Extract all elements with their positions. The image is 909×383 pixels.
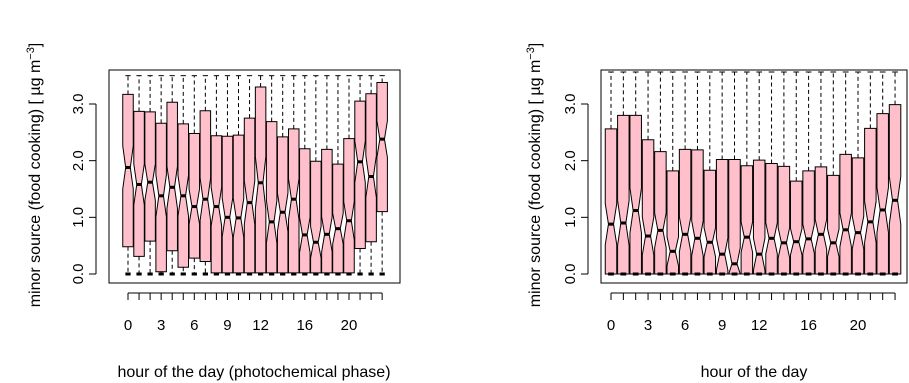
right-box-17	[814, 166, 828, 275]
left-box-21	[354, 100, 366, 249]
right-x-tick-label-0: 0	[607, 317, 615, 334]
left-x-tick-label-4: 12	[252, 317, 269, 334]
left-boxplot-panel: 0.0 1.0 2.0 3.0 0 3 6 9 12 16 20 hour of the day …	[25, 43, 401, 381]
left-x-axis-label: hour of the day (photochemical phase)	[117, 364, 390, 381]
left-y-tick-label-2: 2.0	[70, 150, 87, 171]
right-box-6	[678, 148, 692, 275]
left-x-tick-label-3: 9	[223, 317, 231, 334]
right-box-10	[728, 159, 741, 275]
right-y-tick-label-3: 3.0	[562, 94, 579, 115]
left-x-tick-label-5: 16	[296, 317, 313, 334]
left-box-8	[210, 135, 223, 274]
left-x-tick-label-1: 3	[157, 317, 165, 334]
right-box-0	[604, 128, 618, 275]
left-box-10	[232, 134, 245, 274]
left-box-7	[199, 110, 212, 263]
left-y-axis-label: minor source (food cooking) [ µg m−3]	[25, 43, 44, 308]
right-box-21	[864, 127, 877, 275]
right-x-tick-label-2: 6	[681, 317, 689, 334]
left-box-19	[332, 163, 344, 274]
left-box-13	[265, 121, 278, 274]
left-y-tick-label-1: 1.0	[70, 207, 87, 228]
right-box-14	[777, 165, 791, 275]
left-x-tick-label-6: 20	[341, 317, 358, 334]
right-box-20	[851, 157, 865, 275]
right-box-18	[827, 174, 840, 275]
left-box-6	[188, 132, 201, 259]
left-box-2	[144, 111, 156, 242]
left-box-22	[365, 93, 377, 243]
right-box-7	[691, 149, 704, 275]
right-x-axis-label: hour of the day	[701, 364, 808, 381]
right-y-tick-label-2: 2.0	[562, 150, 579, 171]
right-box-4	[654, 151, 667, 275]
right-boxes	[604, 71, 902, 276]
left-plot-frame	[108, 69, 401, 284]
left-boxes	[122, 75, 388, 276]
left-box-12	[254, 86, 267, 274]
left-x-tick-label-0: 0	[124, 317, 132, 334]
left-box-14	[276, 136, 289, 274]
right-y-axis-label: minor source (food cooking) [ µg m−3]	[525, 43, 544, 308]
left-y-ticks: 0.0 1.0 2.0 3.0	[70, 94, 96, 285]
right-box-5	[666, 170, 679, 275]
left-box-3	[155, 122, 167, 273]
left-box-15	[288, 128, 300, 274]
right-box-8	[703, 169, 717, 275]
left-y-tick-label-3: 3.0	[70, 94, 87, 115]
right-box-9	[715, 159, 729, 275]
left-box-0	[122, 93, 134, 248]
right-plot-frame	[600, 69, 908, 284]
left-box-16	[299, 148, 311, 274]
right-box-16	[802, 170, 815, 275]
right-y-ticks: 0.0 1.0 2.0 3.0	[562, 94, 588, 285]
right-boxplot-panel: 0.01.02.03.0 0 3 6 9 12 16 20 hour of the day …	[525, 43, 908, 381]
right-box-2	[629, 114, 642, 275]
right-x-tick-label-5: 16	[800, 317, 817, 334]
left-box-23	[376, 81, 388, 213]
left-box-18	[321, 148, 333, 274]
right-box-22	[876, 113, 889, 275]
right-x-ticks: 0 3 6 9 12 16 20	[607, 293, 896, 334]
left-box-20	[343, 138, 355, 274]
left-box-9	[221, 135, 234, 274]
left-box-11	[243, 117, 256, 274]
left-box-17	[310, 160, 322, 274]
right-y-tick-label-0: 0.0	[562, 264, 579, 285]
left-x-ticks: 0 3 6 9 12 16 20	[124, 293, 383, 334]
left-y-tick-label-0: 0.0	[70, 264, 87, 285]
right-x-tick-label-3: 9	[718, 317, 726, 334]
right-box-12	[752, 159, 766, 275]
right-box-19	[839, 153, 852, 275]
left-box-4	[166, 101, 178, 252]
right-box-3	[641, 139, 655, 275]
right-x-tick-label-4: 12	[751, 317, 768, 334]
left-x-tick-label-2: 6	[190, 317, 198, 334]
right-box-1	[617, 114, 630, 275]
right-y-tick-label-1: 1.0	[562, 207, 579, 228]
right-x-tick-label-6: 20	[850, 317, 867, 334]
right-box-15	[790, 180, 803, 275]
right-x-tick-label-1: 3	[644, 317, 652, 334]
right-box-13	[765, 163, 778, 275]
right-box-23	[888, 104, 902, 275]
right-box-11	[740, 165, 754, 275]
